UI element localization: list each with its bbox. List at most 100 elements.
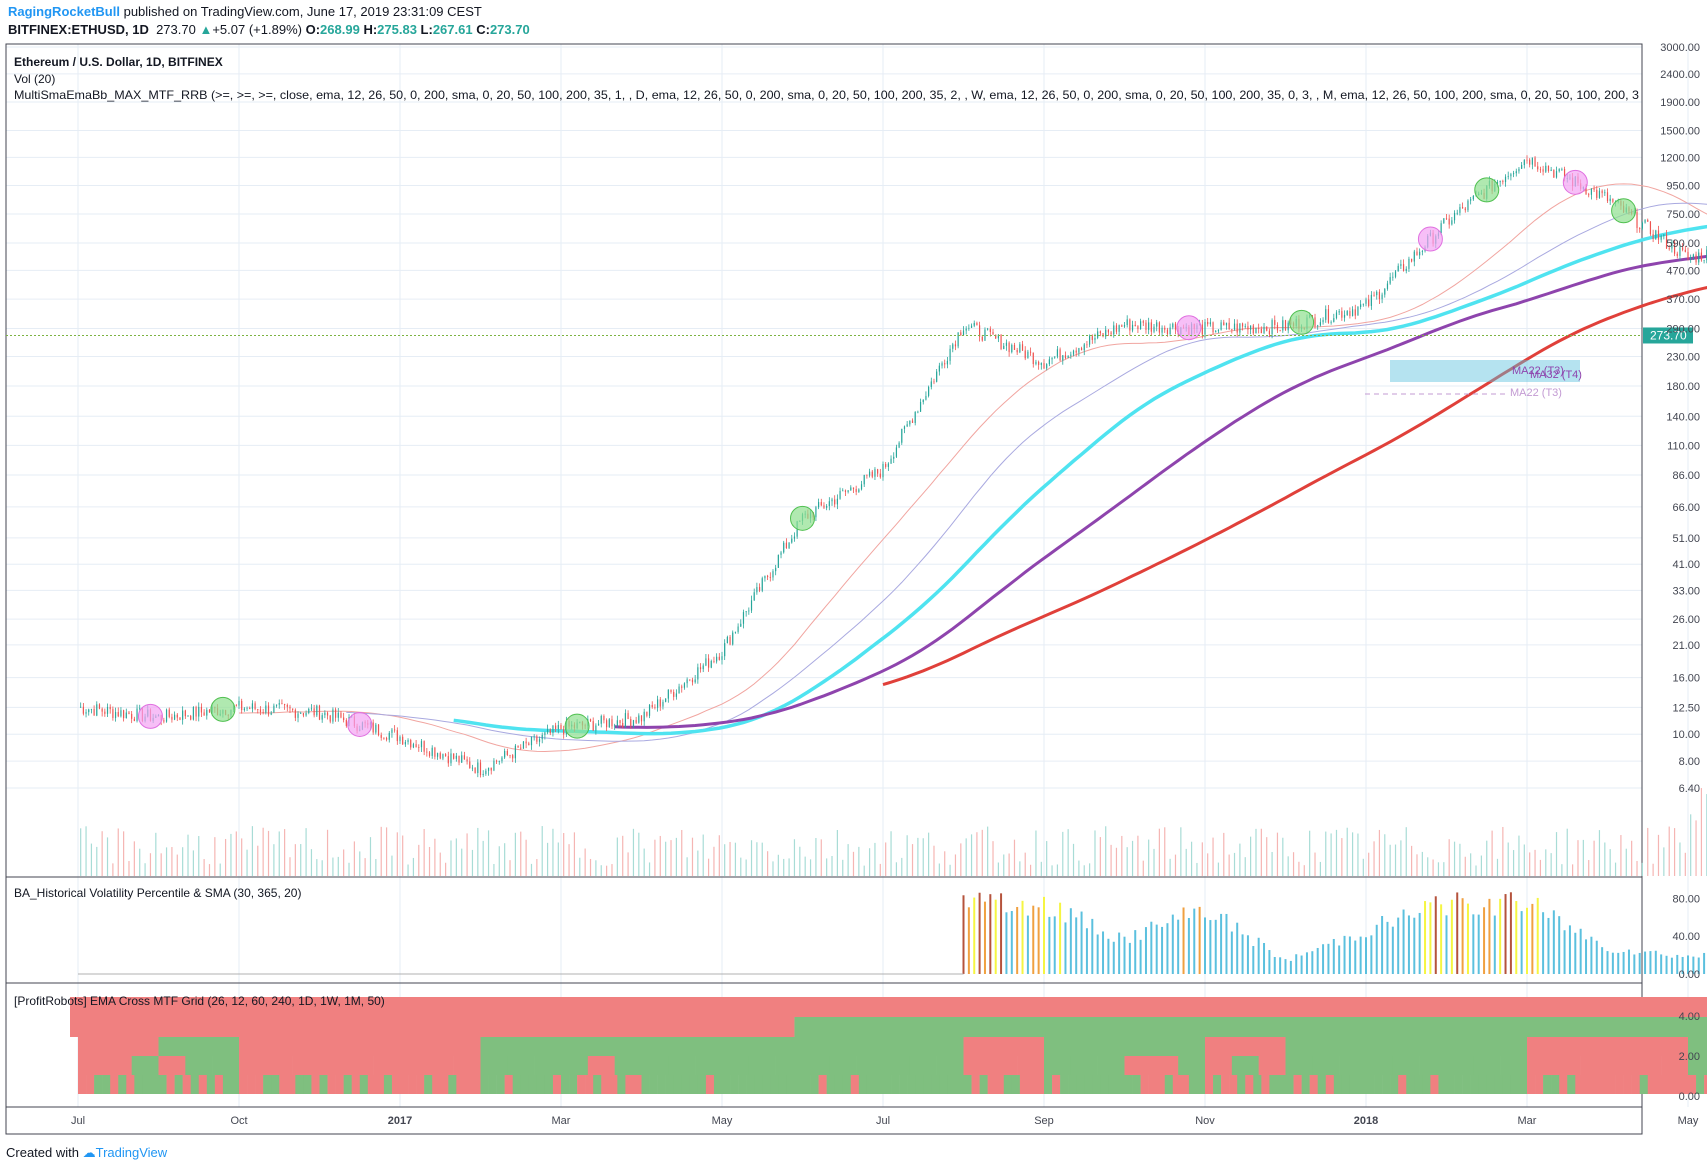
grid-cell bbox=[1527, 1037, 1608, 1056]
hv-bar bbox=[1456, 892, 1459, 974]
grid-cell bbox=[587, 1056, 615, 1075]
volume-bar bbox=[133, 841, 135, 876]
candle-body bbox=[740, 623, 742, 627]
grid-cell bbox=[1583, 1075, 1592, 1094]
publish-line: RagingRocketBull published on TradingVie… bbox=[8, 4, 482, 19]
hv-bar bbox=[1617, 952, 1620, 974]
candle-body bbox=[316, 705, 318, 716]
candle-body bbox=[1250, 325, 1252, 330]
author-link[interactable]: RagingRocketBull bbox=[8, 4, 120, 19]
sell-signal-circle bbox=[137, 703, 163, 729]
candle-body bbox=[780, 552, 782, 555]
grid-cell bbox=[1473, 1056, 1501, 1075]
volume-bar bbox=[428, 846, 431, 876]
volume-bar bbox=[198, 836, 200, 876]
candle-body bbox=[410, 740, 412, 748]
candle-body bbox=[1080, 348, 1083, 351]
candle-body bbox=[466, 759, 468, 762]
candle-body bbox=[777, 554, 779, 568]
volume-bar bbox=[675, 837, 677, 876]
candle-body bbox=[627, 713, 629, 720]
volume-bars bbox=[80, 788, 1707, 876]
grid-cell bbox=[1390, 1075, 1399, 1094]
grid-cell bbox=[408, 1075, 417, 1094]
candle-body bbox=[643, 711, 645, 722]
low-label: L: bbox=[420, 22, 433, 37]
tradingview-logo-icon[interactable]: ☁ bbox=[82, 1145, 96, 1160]
candle-body bbox=[901, 428, 903, 443]
candle-body bbox=[941, 363, 943, 366]
volume-bar bbox=[192, 850, 194, 876]
price-tick-label: 1900.00 bbox=[1660, 97, 1700, 109]
volume-bar bbox=[659, 835, 661, 876]
candle-body bbox=[125, 712, 127, 719]
grid-cell bbox=[453, 1056, 481, 1075]
volume-bar bbox=[815, 837, 817, 876]
grid-cell bbox=[593, 1075, 602, 1094]
volume-bar bbox=[1512, 850, 1515, 876]
candle-body bbox=[257, 709, 259, 710]
tradingview-brand[interactable]: TradingView bbox=[95, 1145, 168, 1160]
grid-cell bbox=[400, 1037, 481, 1056]
volume-bar bbox=[471, 849, 474, 876]
grid-cell bbox=[1510, 1075, 1520, 1094]
volume-bar bbox=[724, 844, 726, 876]
candle-body bbox=[783, 542, 785, 553]
grid-cell bbox=[174, 1075, 183, 1094]
grid-cell bbox=[1097, 1056, 1125, 1075]
candle-body bbox=[767, 575, 769, 577]
grid-cell bbox=[373, 1056, 401, 1075]
candle-body bbox=[919, 402, 922, 412]
price-tick-label: 8.00 bbox=[1679, 756, 1700, 768]
hv-bar bbox=[1230, 931, 1233, 974]
candle-body bbox=[597, 723, 600, 726]
candle-body bbox=[1035, 361, 1037, 365]
grid-cell bbox=[1277, 1075, 1286, 1094]
candle-body bbox=[699, 667, 702, 670]
volume-bar bbox=[734, 842, 737, 876]
grid-cell bbox=[1084, 1075, 1093, 1094]
candle-body bbox=[1392, 276, 1394, 278]
grid-cell bbox=[681, 1075, 691, 1094]
candle-body bbox=[1636, 211, 1638, 229]
volume-bar bbox=[852, 851, 855, 876]
volume-bar bbox=[772, 861, 774, 876]
candle-body bbox=[898, 442, 900, 448]
candle-body bbox=[855, 489, 857, 492]
candle-body bbox=[670, 689, 672, 692]
grid-axis: 4.00 2.00 0.00 bbox=[1679, 1011, 1700, 1103]
candle-body bbox=[179, 717, 181, 720]
volume-bar bbox=[402, 835, 404, 876]
candle-body bbox=[133, 718, 135, 722]
volume-bar bbox=[1255, 828, 1257, 876]
grid-cell bbox=[748, 1056, 776, 1075]
grid-cell bbox=[1229, 1075, 1238, 1094]
candle-body bbox=[946, 360, 948, 365]
volume-bar bbox=[1341, 838, 1343, 876]
volume-bar bbox=[1566, 828, 1568, 876]
candle-body bbox=[450, 753, 452, 764]
hv-percentile-area bbox=[78, 892, 1706, 975]
hv-bar bbox=[1627, 949, 1630, 974]
hv-bar bbox=[1681, 956, 1684, 974]
volume-bar bbox=[1416, 854, 1418, 876]
volume-bar bbox=[895, 862, 898, 876]
hv-bar bbox=[1697, 957, 1700, 974]
hv-bar bbox=[1381, 916, 1384, 974]
candle-body bbox=[734, 631, 737, 633]
volume-bar bbox=[1110, 844, 1112, 876]
candle-body bbox=[1172, 323, 1174, 328]
hv-bar bbox=[1660, 954, 1663, 974]
last-price: 273.70 bbox=[156, 22, 196, 37]
grid-cell bbox=[585, 1075, 594, 1094]
grid-cell bbox=[1500, 1056, 1528, 1075]
candle-body bbox=[1692, 254, 1694, 258]
candle-body bbox=[659, 699, 661, 707]
volume-bar bbox=[589, 858, 592, 876]
candle-body bbox=[1027, 351, 1029, 359]
grid-cell bbox=[426, 1056, 454, 1075]
candle-body bbox=[1687, 251, 1689, 259]
price-tick-label: 41.00 bbox=[1672, 559, 1700, 571]
annotation-ma22-top: MA22 (T3) bbox=[1512, 365, 1564, 377]
